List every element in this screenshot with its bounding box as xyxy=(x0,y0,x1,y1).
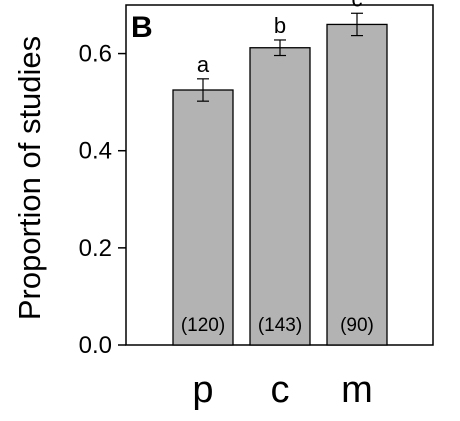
y-tick-label: 0.4 xyxy=(79,138,112,165)
significance-letter: a xyxy=(197,52,210,77)
significance-letter: b xyxy=(274,13,286,38)
y-axis: 0.0 0.2 0.4 0.6 xyxy=(79,41,126,359)
x-tick-label: c xyxy=(271,369,290,411)
y-tick-label: 0.0 xyxy=(79,332,112,359)
significance-letter: c xyxy=(352,0,363,11)
y-tick-label: 0.6 xyxy=(79,41,112,68)
sample-size-label: (120) xyxy=(181,315,225,336)
bar xyxy=(172,89,234,346)
bar xyxy=(249,47,311,346)
sample-size-label: (90) xyxy=(340,315,374,336)
y-axis-label: Proportion of studies xyxy=(12,36,47,320)
panel-label: B xyxy=(131,11,153,44)
bar xyxy=(326,23,388,346)
y-tick-label: 0.2 xyxy=(79,235,112,262)
bars-group: a (120) b (143) c (90) xyxy=(172,0,388,346)
x-tick-label: m xyxy=(341,369,373,411)
sample-size-label: (143) xyxy=(258,315,302,336)
x-tick-label: p xyxy=(192,369,213,411)
